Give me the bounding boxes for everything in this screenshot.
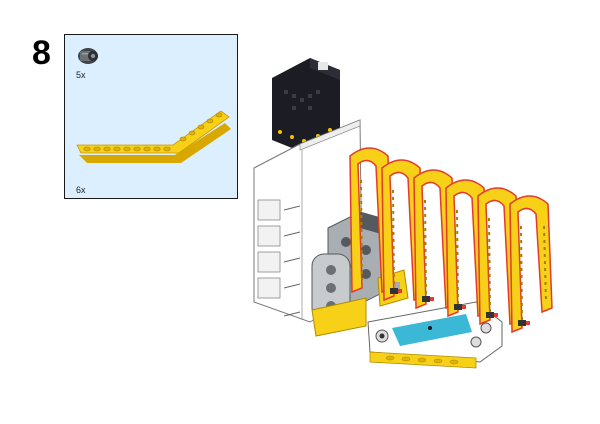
parts-list-panel: 5x 6x <box>64 34 238 199</box>
yellow-beam-fence <box>349 147 553 334</box>
assembly-model-illustration <box>253 58 553 369</box>
beam-quantity: 6x <box>76 185 86 195</box>
peg-quantity: 5x <box>76 70 86 80</box>
angled-beam-icon <box>76 110 231 163</box>
connector-peg-icon <box>78 48 98 64</box>
hub-display <box>272 58 340 152</box>
sensor-bracket <box>367 301 503 369</box>
step-number: 8 <box>32 34 51 72</box>
